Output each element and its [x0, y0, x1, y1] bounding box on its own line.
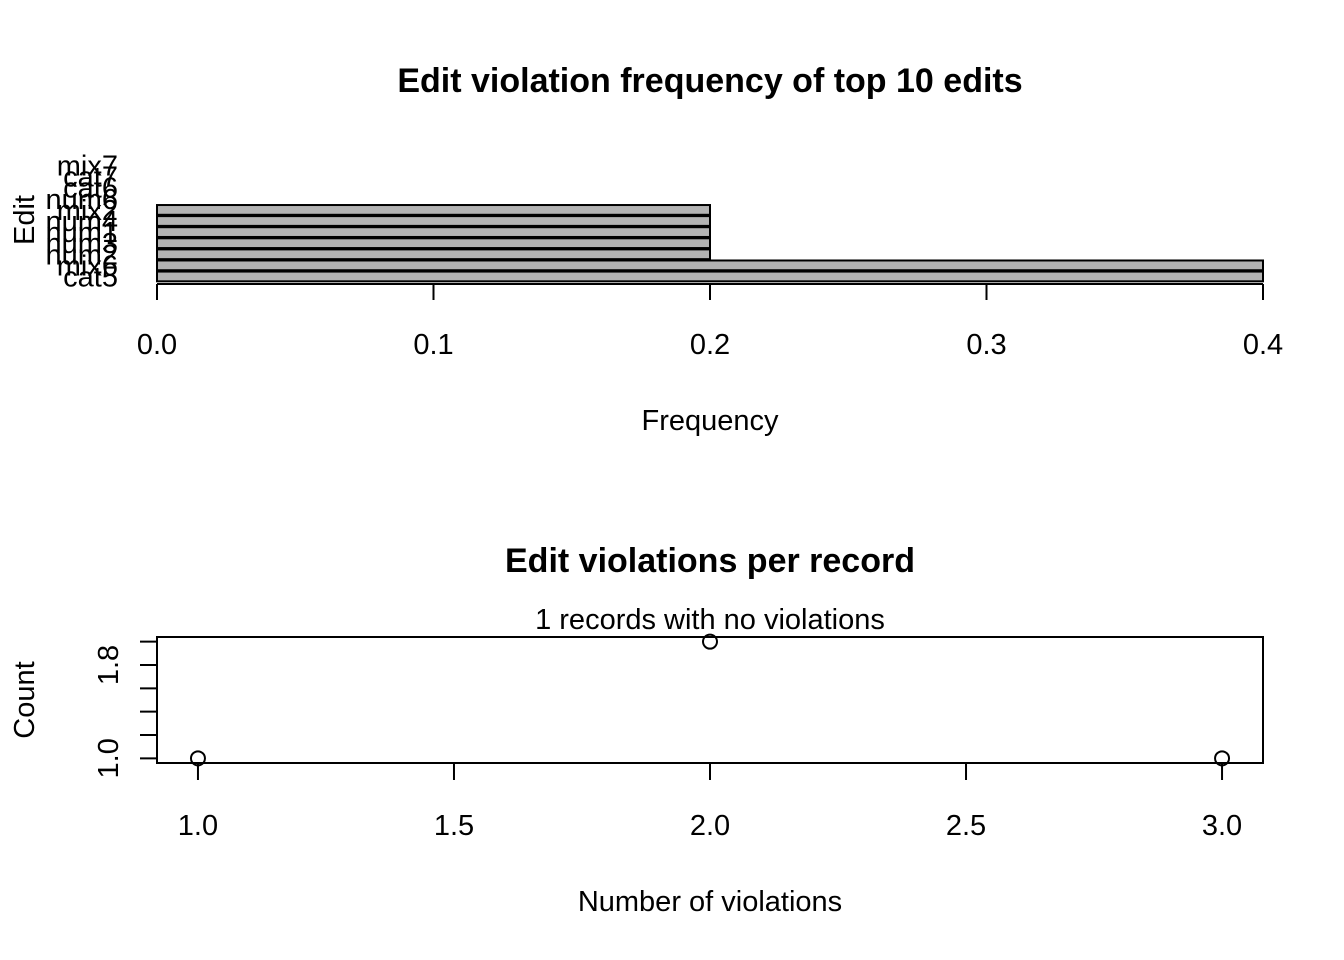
bar-category-label-cat6: cat6: [63, 173, 118, 205]
bar-num3: [156, 237, 711, 250]
bar-category-labels: cat5mix6num2num3num1num4mix2num6cat6cat7…: [45, 151, 118, 294]
bar-chart-y-axis-label: Edit: [9, 195, 41, 245]
scatter-points: [189, 633, 1231, 767]
scatter-x-tick-label-3.0: 3.0: [1202, 810, 1242, 842]
bar-category-label-mix6: mix6: [57, 250, 118, 282]
bar-chart-title: Edit violation frequency of top 10 edits: [397, 62, 1022, 100]
scatter-chart-title: Edit violations per record: [505, 542, 915, 580]
bar-chart-x-axis-label: Frequency: [641, 405, 779, 437]
scatter-plot-box: [156, 636, 1264, 764]
bar-num2: [156, 248, 711, 261]
bar-chart-x-axis: 0.0 0.1 0.2 0.3 0.4: [137, 283, 1283, 361]
scatter-point-3: [1214, 750, 1231, 767]
bar-chart-panel: Edit violation frequency of top 10 edits…: [9, 62, 1283, 437]
bar-category-label-num4: num4: [45, 206, 118, 238]
bar-category-label-num3: num3: [45, 228, 118, 260]
bar-x-tick-label-0.1: 0.1: [413, 329, 453, 361]
scatter-point-2: [702, 633, 718, 650]
bar-x-tick-label-0.0: 0.0: [137, 329, 177, 361]
scatter-x-tick-label-1.0: 1.0: [178, 810, 218, 842]
scatter-x-tick-label-1.5: 1.5: [434, 810, 474, 842]
scatter-chart-panel: Edit violations per record 1 records wit…: [9, 542, 1264, 918]
bar-category-label-num1: num1: [45, 217, 118, 249]
bar-cat5: [156, 270, 1264, 283]
scatter-chart-x-axis-label: Number of violations: [578, 886, 842, 918]
scatter-point-1: [189, 750, 206, 767]
scatter-y-tick-label-1.0: 1.0: [93, 738, 125, 778]
bar-category-label-cat5: cat5: [63, 261, 118, 293]
bar-mix6: [156, 259, 1264, 272]
bar-category-label-mix7: mix7: [57, 151, 118, 183]
bar-category-label-num6: num6: [45, 184, 118, 216]
bar-mix2: [156, 204, 711, 216]
bar-category-label-num2: num2: [45, 239, 118, 271]
scatter-chart-y-axis: 1.0 1.8: [93, 640, 158, 778]
scatter-x-tick-label-2.5: 2.5: [946, 810, 986, 842]
bar-category-label-cat7: cat7: [63, 162, 118, 194]
scatter-chart-x-axis: 1.0 1.5 2.0 2.5 3.0: [178, 763, 1242, 842]
bar-group: [156, 204, 1264, 283]
bar-num1: [156, 226, 711, 238]
bar-x-tick-label-0.4: 0.4: [1243, 329, 1283, 361]
scatter-y-tick-label-1.8: 1.8: [93, 645, 125, 685]
bar-x-tick-label-0.2: 0.2: [690, 329, 730, 361]
bar-num4: [156, 215, 711, 227]
bar-category-label-mix2: mix2: [57, 195, 118, 227]
bar-x-tick-label-0.3: 0.3: [966, 329, 1006, 361]
scatter-x-tick-label-2.0: 2.0: [690, 810, 730, 842]
scatter-chart-subtitle: 1 records with no violations: [535, 604, 885, 636]
scatter-chart-y-axis-label: Count: [9, 661, 41, 738]
